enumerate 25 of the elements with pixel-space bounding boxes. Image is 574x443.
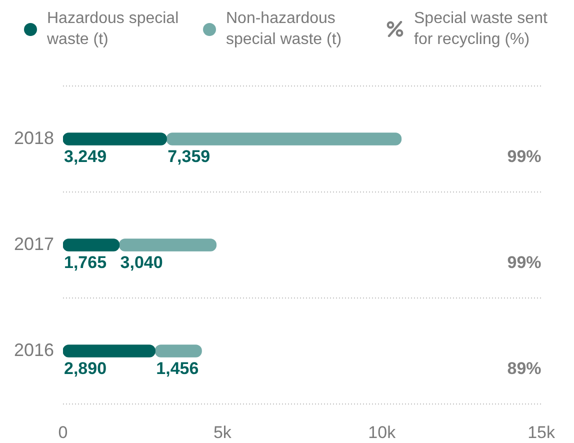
bar — [118, 238, 217, 252]
legend-label: Non-hazardous special waste (t) — [226, 9, 343, 50]
legend-label: Hazardous special waste (t) — [47, 9, 180, 50]
x-tick-label: 15k — [528, 422, 556, 442]
annotation: 99% — [507, 147, 542, 166]
y-tick-label: 2016 — [14, 340, 54, 360]
bar — [63, 238, 120, 252]
y-tick-label: 2018 — [14, 128, 54, 148]
data-label: 3,040 — [120, 253, 163, 272]
annotation: 89% — [507, 359, 542, 378]
data-label: 1,765 — [64, 253, 107, 272]
data-label: 3,249 — [64, 147, 107, 166]
y-tick-label: 2017 — [14, 234, 54, 254]
bar — [63, 344, 156, 358]
annotation: 99% — [507, 253, 542, 272]
text: Special waste sent for recycling (%) — [414, 9, 548, 50]
bar — [154, 344, 202, 358]
bar — [166, 132, 402, 146]
data-label: 1,456 — [156, 359, 199, 378]
data-label: 2,890 — [64, 359, 107, 378]
data-label: 7,359 — [168, 147, 210, 166]
x-tick-label: 10k — [368, 422, 396, 442]
bar — [63, 132, 167, 146]
x-tick-label: 5k — [213, 422, 232, 442]
x-tick-label: 0 — [58, 422, 68, 442]
